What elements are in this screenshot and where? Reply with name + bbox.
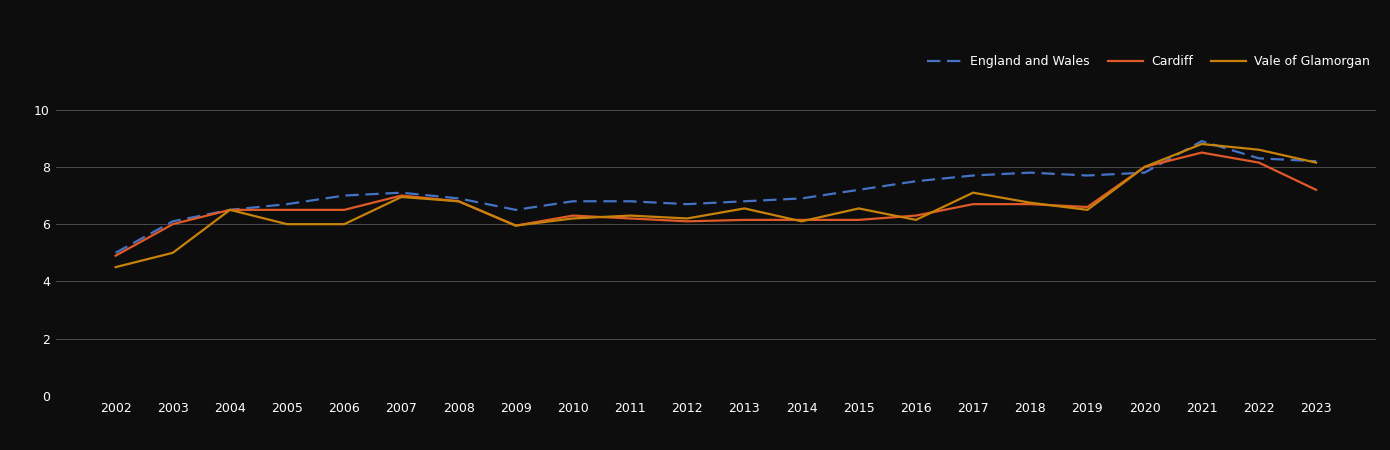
Vale of Glamorgan xyxy=(908,217,924,223)
Vale of Glamorgan xyxy=(1194,141,1211,147)
England and Wales xyxy=(1194,139,1211,144)
Cardiff xyxy=(1308,187,1325,193)
Cardiff xyxy=(164,221,181,227)
England and Wales xyxy=(450,196,467,201)
Cardiff xyxy=(279,207,296,212)
Vale of Glamorgan xyxy=(1079,207,1095,212)
England and Wales xyxy=(1079,173,1095,178)
Cardiff xyxy=(908,213,924,218)
Cardiff xyxy=(450,198,467,204)
Vale of Glamorgan xyxy=(564,216,581,221)
Cardiff xyxy=(621,216,638,221)
Cardiff xyxy=(965,202,981,207)
Cardiff xyxy=(851,217,867,223)
Vale of Glamorgan xyxy=(1308,160,1325,165)
Vale of Glamorgan xyxy=(621,213,638,218)
Vale of Glamorgan xyxy=(450,198,467,204)
England and Wales xyxy=(965,173,981,178)
Cardiff xyxy=(1079,204,1095,210)
England and Wales xyxy=(507,207,524,212)
Cardiff xyxy=(1251,160,1268,165)
England and Wales xyxy=(107,250,124,256)
Cardiff xyxy=(564,213,581,218)
Line: Vale of Glamorgan: Vale of Glamorgan xyxy=(115,144,1316,267)
Cardiff xyxy=(737,217,753,223)
Vale of Glamorgan xyxy=(393,194,410,200)
Cardiff xyxy=(107,253,124,258)
England and Wales xyxy=(621,198,638,204)
Line: Cardiff: Cardiff xyxy=(115,153,1316,256)
England and Wales xyxy=(678,202,695,207)
England and Wales xyxy=(336,193,353,198)
Cardiff xyxy=(1022,202,1038,207)
Vale of Glamorgan xyxy=(221,207,238,212)
England and Wales xyxy=(794,196,810,201)
Cardiff xyxy=(678,219,695,224)
Vale of Glamorgan xyxy=(107,265,124,270)
Cardiff xyxy=(1136,164,1152,170)
Cardiff xyxy=(393,193,410,198)
Vale of Glamorgan xyxy=(507,223,524,228)
Cardiff xyxy=(221,207,238,212)
Vale of Glamorgan xyxy=(279,221,296,227)
England and Wales xyxy=(1251,156,1268,161)
Vale of Glamorgan xyxy=(737,206,753,211)
Cardiff xyxy=(336,207,353,212)
Cardiff xyxy=(794,217,810,223)
Vale of Glamorgan xyxy=(336,221,353,227)
Vale of Glamorgan xyxy=(1251,147,1268,153)
Line: England and Wales: England and Wales xyxy=(115,141,1316,253)
England and Wales xyxy=(393,190,410,195)
England and Wales xyxy=(279,202,296,207)
Cardiff xyxy=(1194,150,1211,155)
England and Wales xyxy=(1308,158,1325,164)
England and Wales xyxy=(221,207,238,212)
Vale of Glamorgan xyxy=(1136,164,1152,170)
Vale of Glamorgan xyxy=(678,216,695,221)
Vale of Glamorgan xyxy=(164,250,181,256)
England and Wales xyxy=(1136,170,1152,176)
Cardiff xyxy=(507,223,524,228)
England and Wales xyxy=(564,198,581,204)
England and Wales xyxy=(908,179,924,184)
Vale of Glamorgan xyxy=(794,219,810,224)
England and Wales xyxy=(1022,170,1038,176)
England and Wales xyxy=(851,187,867,193)
Legend: England and Wales, Cardiff, Vale of Glamorgan: England and Wales, Cardiff, Vale of Glam… xyxy=(927,55,1371,68)
England and Wales xyxy=(164,219,181,224)
Vale of Glamorgan xyxy=(965,190,981,195)
England and Wales xyxy=(737,198,753,204)
Vale of Glamorgan xyxy=(851,206,867,211)
Vale of Glamorgan xyxy=(1022,200,1038,205)
